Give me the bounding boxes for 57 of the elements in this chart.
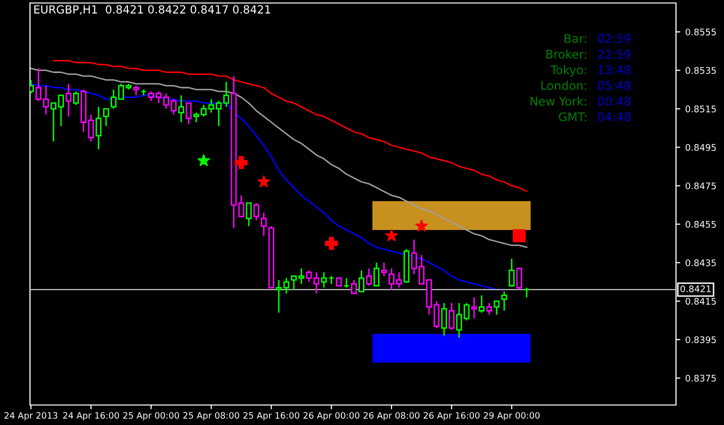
text: 00:48 bbox=[598, 96, 630, 106]
x-tick-label: 26 Apr 08:00 bbox=[364, 412, 420, 420]
candlestick bbox=[216, 100, 222, 127]
line-series bbox=[30, 68, 528, 248]
text: 05:48 bbox=[598, 81, 630, 90]
candlestick bbox=[103, 108, 110, 127]
y-tick-label: 0.8375 bbox=[686, 374, 716, 382]
point bbox=[258, 175, 270, 188]
candlestick bbox=[343, 277, 350, 288]
text: Bar: bbox=[564, 34, 586, 43]
y-tick-label: 0.8435 bbox=[686, 259, 716, 266]
point bbox=[324, 236, 338, 250]
candlestick bbox=[200, 104, 207, 118]
x-tick-label: 25 Apr 08:00 bbox=[183, 412, 240, 420]
y-tick-label: 0.8475 bbox=[686, 182, 716, 190]
text: GMT: bbox=[558, 112, 586, 122]
y-tick-label: 0.8555 bbox=[686, 28, 716, 36]
candlestick bbox=[246, 202, 252, 227]
text: Tokyo: bbox=[550, 65, 586, 77]
text: 02:59 bbox=[598, 34, 630, 43]
x-tick-label: 25 Apr 00:00 bbox=[123, 412, 180, 420]
point bbox=[415, 220, 428, 232]
text: New York: bbox=[530, 96, 586, 106]
x-tick-label: 24 Apr 16:00 bbox=[63, 412, 119, 420]
x-tick-label: 26 Apr 00:00 bbox=[304, 412, 360, 420]
text: London: bbox=[541, 80, 586, 90]
candlestick bbox=[253, 202, 260, 222]
candlestick bbox=[223, 81, 230, 108]
candlestick bbox=[501, 290, 508, 312]
y-tick-label: 0.8455 bbox=[686, 220, 716, 228]
candlestick bbox=[238, 194, 244, 218]
y-tick-label: 0.8495 bbox=[686, 144, 716, 151]
y-tick-label: 0.8515 bbox=[686, 106, 716, 112]
line-series bbox=[52, 60, 528, 192]
y-tick-label: 0.8395 bbox=[686, 336, 716, 344]
candlestick bbox=[208, 98, 214, 114]
text: 04:48 bbox=[598, 112, 630, 122]
point bbox=[234, 156, 248, 170]
point bbox=[512, 229, 526, 242]
chart-title: EURGBP,H1 0.8421 0.8422 0.8417 0.8421 bbox=[34, 5, 270, 15]
candlestick bbox=[260, 212, 267, 236]
point bbox=[385, 229, 398, 242]
line-series bbox=[30, 83, 505, 290]
y-tick-label: 0.8535 bbox=[686, 67, 716, 74]
x-tick-label: 25 Apr 16:00 bbox=[243, 412, 300, 420]
candlestick bbox=[328, 275, 334, 285]
text: 13:48 bbox=[598, 65, 630, 74]
text: 22:59 bbox=[598, 50, 630, 59]
candlestick bbox=[524, 286, 530, 298]
x-tick-label: 26 Apr 16:00 bbox=[424, 412, 480, 420]
ref-line-label: 0.8421 bbox=[680, 285, 711, 292]
candlestick bbox=[140, 88, 147, 96]
text: Broker: bbox=[546, 49, 586, 59]
y-tick-label: 0.8415 bbox=[686, 298, 716, 305]
point bbox=[197, 154, 210, 166]
x-tick-label: 24 Apr 2013 bbox=[4, 412, 58, 420]
x-tick-label: 29 Apr 00:00 bbox=[484, 412, 540, 420]
